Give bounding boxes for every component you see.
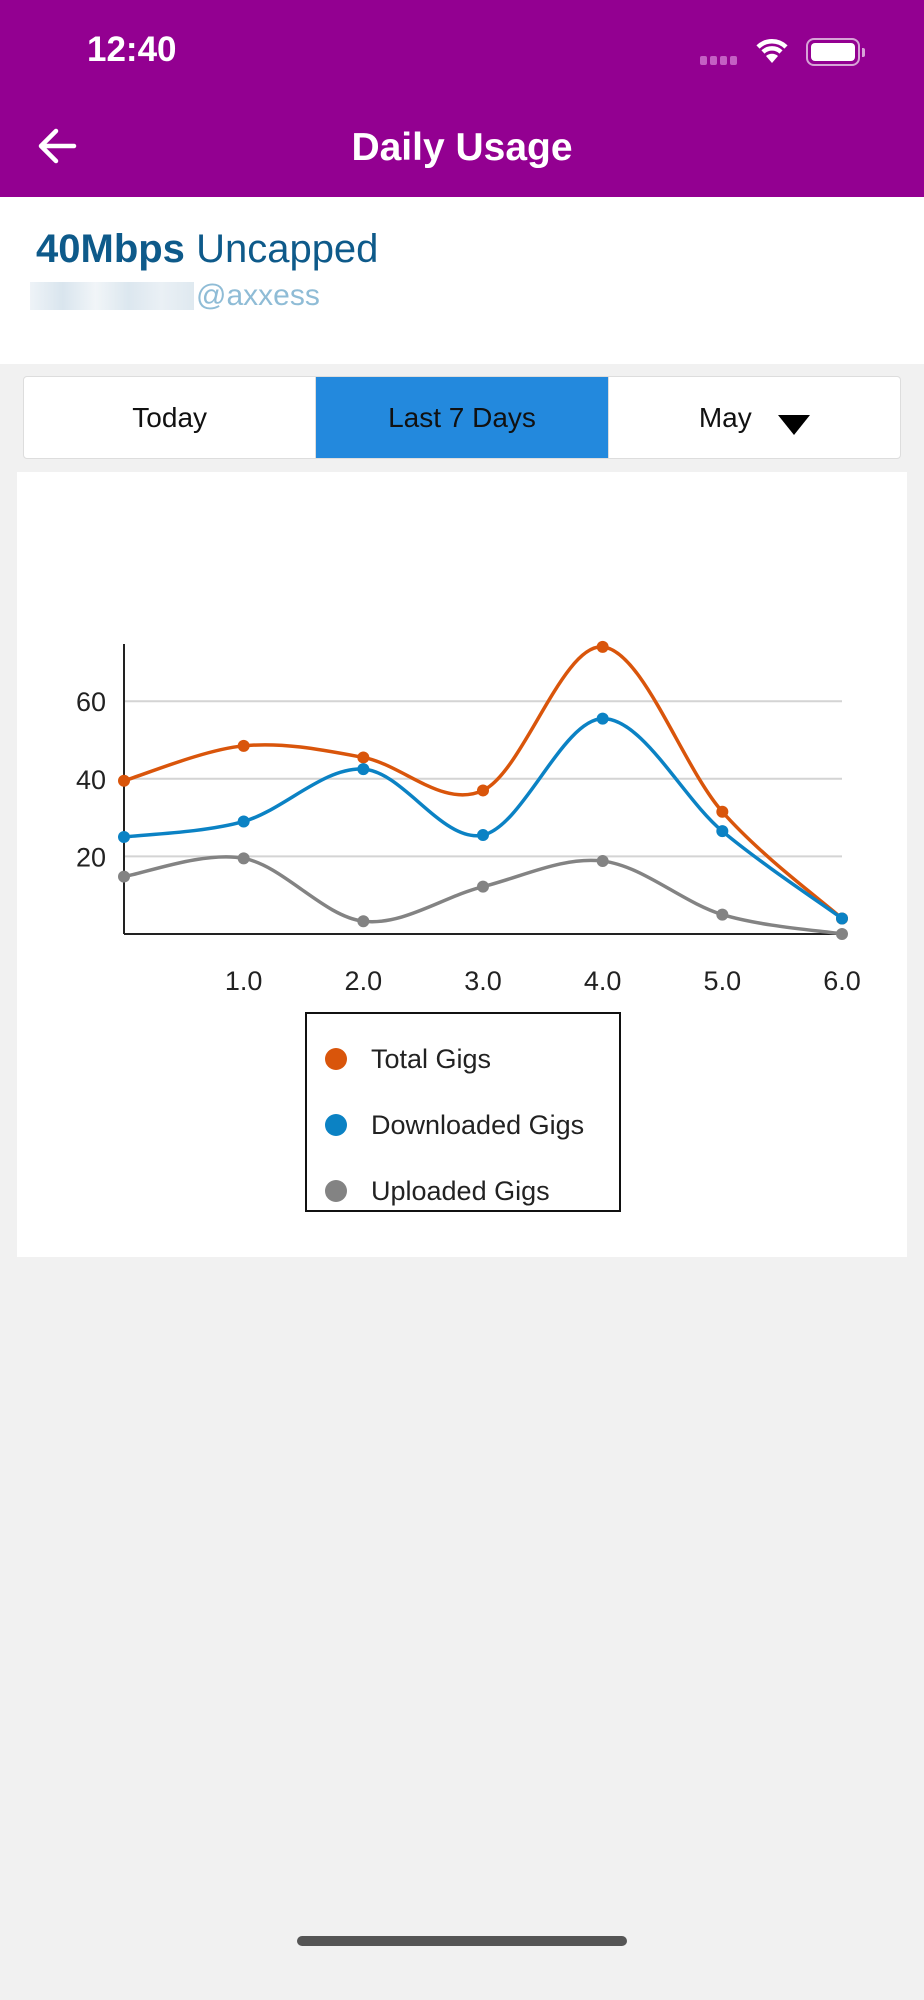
data-point — [118, 831, 130, 843]
legend-dot-icon — [325, 1114, 347, 1136]
data-point — [237, 739, 250, 752]
data-point — [118, 870, 130, 883]
data-point — [596, 712, 609, 725]
data-point — [357, 751, 370, 764]
y-tick-label: 20 — [76, 842, 106, 872]
page-title: Daily Usage — [351, 126, 573, 169]
data-point — [357, 915, 370, 928]
legend-dot-icon — [325, 1180, 347, 1202]
status-time: 12:40 — [87, 30, 177, 69]
data-point — [836, 912, 848, 925]
data-point — [716, 825, 729, 838]
app-header: 12:40 Daily Usage — [0, 0, 924, 197]
data-point — [596, 855, 609, 868]
legend-label: Uploaded Gigs — [371, 1175, 550, 1206]
data-point — [477, 784, 489, 797]
series-line — [123, 855, 843, 936]
email-domain: @axxess — [196, 279, 320, 312]
series-line — [123, 645, 844, 920]
legend-label: Downloaded Gigs — [371, 1109, 585, 1140]
y-tick-label: 40 — [76, 765, 106, 795]
legend-item-uploaded: Uploaded Gigs — [307, 1158, 619, 1224]
account-email: @axxess — [30, 279, 320, 313]
data-point — [237, 815, 250, 828]
data-point — [118, 774, 130, 787]
x-tick-label: 2.0 — [345, 966, 383, 996]
tab-month-dropdown[interactable]: May — [609, 377, 900, 458]
x-tick-label: 1.0 — [225, 966, 263, 996]
plan-type: Uncapped — [196, 227, 379, 271]
plan-speed: 40Mbps — [36, 227, 185, 271]
plan-name: 40Mbps Uncapped — [36, 227, 378, 272]
wifi-icon — [756, 39, 788, 63]
cellular-signal-icon — [700, 56, 737, 65]
tab-today[interactable]: Today — [24, 377, 317, 458]
home-indicator[interactable] — [297, 1936, 627, 1946]
tab-label: Last 7 Days — [388, 401, 536, 433]
x-tick-label: 4.0 — [584, 966, 622, 996]
x-tick-label: 6.0 — [823, 966, 861, 996]
dropdown-triangle-icon — [777, 414, 810, 435]
legend-item-total: Total Gigs — [307, 1026, 619, 1092]
chart-legend: Total Gigs Downloaded Gigs Uploaded Gigs — [305, 1012, 621, 1212]
y-tick-label: 60 — [76, 687, 106, 717]
legend-label: Total Gigs — [371, 1043, 492, 1074]
data-point — [596, 640, 609, 653]
battery-icon — [806, 38, 865, 66]
data-point — [716, 805, 729, 818]
usage-chart: 20 40 60 1.0 2.0 3.0 4.0 5.0 6.0 — [76, 640, 861, 996]
x-tick-label: 5.0 — [704, 966, 742, 996]
tab-last-7-days[interactable]: Last 7 Days — [316, 377, 609, 458]
tab-label: Today — [132, 401, 208, 433]
data-point — [477, 880, 489, 893]
tab-label: May — [698, 401, 752, 433]
data-point — [357, 763, 370, 776]
data-point — [716, 908, 729, 921]
period-tabs: Today Last 7 Days May — [23, 376, 901, 459]
data-point — [477, 829, 489, 842]
x-tick-label: 3.0 — [464, 966, 502, 996]
redacted-username — [30, 282, 194, 310]
legend-dot-icon — [325, 1048, 347, 1070]
back-arrow-icon[interactable] — [36, 128, 78, 164]
legend-item-downloaded: Downloaded Gigs — [307, 1092, 619, 1158]
plan-info: 40Mbps Uncapped @axxess — [0, 197, 924, 364]
data-point — [836, 928, 848, 940]
data-point — [237, 852, 250, 865]
